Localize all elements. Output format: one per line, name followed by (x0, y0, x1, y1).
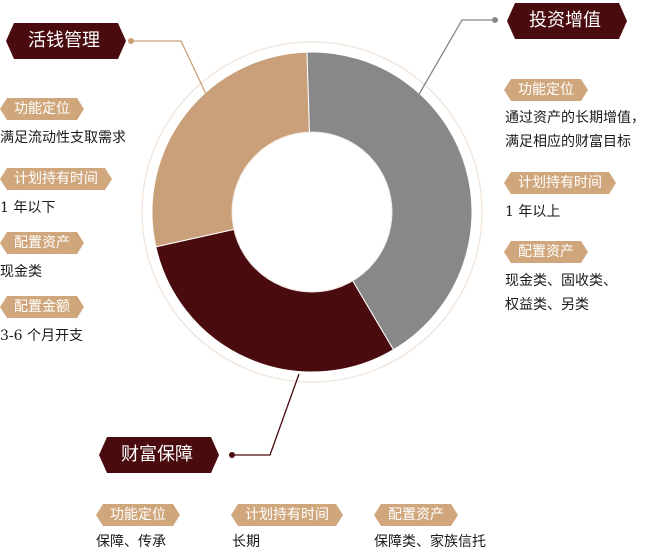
protect-func-text: 保障、传承 (96, 534, 166, 550)
protect-alloc-text: 保障类、家族信托 (374, 534, 486, 550)
connector-invest (417, 19, 495, 97)
protect-hold-text: 长期 (232, 534, 260, 550)
liquid-alloc-text: 现金类 (0, 264, 42, 280)
liquid-alloc-tag: 配置资产 (0, 232, 84, 254)
liquid-func-tag: 功能定位 (0, 98, 84, 120)
section-title-protect: 财富保障 (99, 437, 219, 473)
connector-dot-protect (229, 452, 235, 458)
liquid-hold-tag: 计划持有时间 (0, 168, 112, 190)
donut-hole (232, 132, 392, 292)
connector-dot-liquid (128, 38, 134, 44)
outer-guide-circle (141, 41, 483, 383)
protect-hold-tag: 计划持有时间 (231, 504, 343, 526)
protect-func-tag: 功能定位 (96, 504, 180, 526)
invest-func-text-1: 通过资产的长期增值， (505, 110, 645, 126)
invest-hold-text: 1 年以上 (505, 204, 561, 220)
liquid-amount-text: 3-6 个月开支 (0, 328, 83, 344)
liquid-func-text: 满足流动性支取需求 (0, 130, 126, 146)
liquid-amount-tag: 配置金额 (0, 296, 84, 318)
liquid-hold-text: 1 年以下 (0, 200, 56, 216)
invest-func-tag: 功能定位 (504, 79, 588, 101)
section-title-liquid: 活钱管理 (6, 23, 126, 59)
invest-alloc-text-2: 权益类、另类 (505, 297, 589, 313)
invest-func-text-2: 满足相应的财富目标 (505, 134, 631, 150)
invest-alloc-tag: 配置资产 (504, 241, 588, 263)
invest-hold-tag: 计划持有时间 (504, 172, 616, 194)
protect-alloc-tag: 配置资产 (374, 504, 458, 526)
connector-liquid (131, 40, 208, 97)
inner-guide-circle (231, 131, 393, 293)
connector-dot-invest (492, 17, 498, 23)
section-title-invest: 投资增值 (507, 3, 627, 39)
invest-alloc-text-1: 现金类、固收类、 (505, 273, 617, 289)
connector-protect (232, 373, 300, 456)
